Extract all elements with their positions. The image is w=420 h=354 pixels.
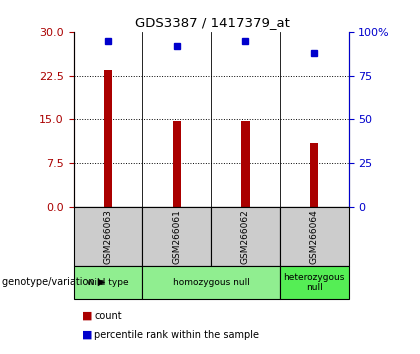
Text: GSM266061: GSM266061 xyxy=(172,209,181,264)
Bar xyxy=(173,121,181,207)
Text: wild type: wild type xyxy=(87,278,129,287)
Text: GSM266062: GSM266062 xyxy=(241,209,250,264)
Text: percentile rank within the sample: percentile rank within the sample xyxy=(94,330,260,339)
Text: count: count xyxy=(94,311,122,321)
Text: GSM266063: GSM266063 xyxy=(103,209,113,264)
Text: ■: ■ xyxy=(82,311,92,321)
Bar xyxy=(241,121,249,207)
Text: GDS3387 / 1417379_at: GDS3387 / 1417379_at xyxy=(135,16,289,29)
Text: GSM266064: GSM266064 xyxy=(310,209,319,264)
Text: heterozygous
null: heterozygous null xyxy=(284,273,345,292)
Text: ■: ■ xyxy=(82,330,92,339)
Bar xyxy=(310,143,318,207)
Text: genotype/variation ▶: genotype/variation ▶ xyxy=(2,277,105,287)
Bar xyxy=(104,70,112,207)
Text: homozygous null: homozygous null xyxy=(173,278,249,287)
